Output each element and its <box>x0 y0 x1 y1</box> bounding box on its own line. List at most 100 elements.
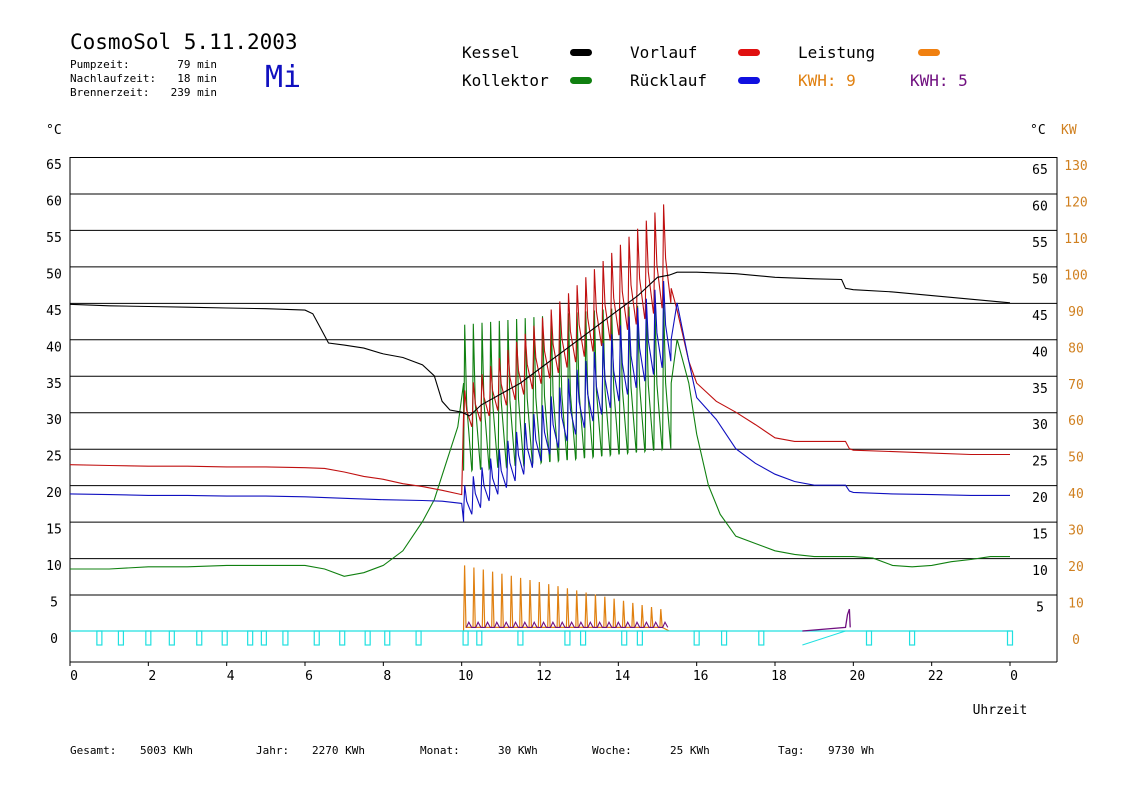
pump-pulse <box>758 630 765 646</box>
pump-pulse <box>579 630 587 646</box>
pump-pulse <box>693 630 700 646</box>
y-tick-left: 50 <box>46 267 62 282</box>
y-tick-right-temp: 65 <box>1032 163 1048 178</box>
pump-pulse <box>339 630 346 646</box>
x-tick-label: 10 <box>458 669 474 684</box>
y-tick-right-power: 90 <box>1068 305 1084 320</box>
y-tick-left: 40 <box>46 340 62 355</box>
weekday-label: Mi <box>265 60 302 95</box>
pump-pulse <box>415 630 422 646</box>
footer-gesamt-label: Gesamt: <box>70 744 117 757</box>
pump-pulse <box>196 630 203 646</box>
pump-pulse <box>313 630 320 646</box>
y-label-right-temp: °C <box>1030 123 1046 138</box>
x-tick-label: 22 <box>928 669 944 684</box>
y-label-right-power: KW <box>1061 123 1077 138</box>
pump-pulse <box>517 630 524 646</box>
stat-nachlaufzeit: Nachlaufzeit: 18 min <box>70 72 217 85</box>
y-tick-right-power: 100 <box>1064 268 1087 283</box>
pump-pulse <box>117 630 125 646</box>
y-tick-right-temp: 10 <box>1032 564 1048 579</box>
pump-pulse <box>221 630 228 646</box>
x-tick-label: 20 <box>850 669 866 684</box>
y-tick-right-temp: 5 <box>1036 601 1044 616</box>
y-tick-right-temp: 20 <box>1032 491 1048 506</box>
y-tick-left: 5 <box>50 596 58 611</box>
y-tick-right-power: 60 <box>1068 414 1084 429</box>
pump-pulse <box>282 630 289 646</box>
series-kollektor-line <box>70 302 1010 577</box>
x-tick-label: 0 <box>1010 669 1018 684</box>
footer-jahr-value: 2270 KWh <box>312 744 365 757</box>
pump-pulse <box>476 630 483 646</box>
y-tick-right-power: 120 <box>1064 195 1087 210</box>
legend-kessel-swatch <box>570 49 592 56</box>
pump-pulse <box>96 630 103 646</box>
y-tick-right-power: 30 <box>1068 524 1084 539</box>
legend-vorlauf-label: Vorlauf <box>630 43 698 62</box>
footer-tag-value: 9730 Wh <box>828 744 875 757</box>
legend-kwh-purple: KWH: 5 <box>910 71 968 90</box>
footer-jahr-label: Jahr: <box>256 744 290 757</box>
pump-pulse <box>384 630 391 646</box>
y-tick-left: 25 <box>46 450 62 465</box>
footer-gesamt-value: 5003 KWh <box>140 744 193 757</box>
x-tick-label: 4 <box>227 669 235 684</box>
legend-leistung-swatch <box>918 49 940 56</box>
y-tick-right-temp: 35 <box>1032 382 1048 397</box>
y-tick-right-temp: 45 <box>1032 309 1048 324</box>
series-kwh2-ripple <box>465 620 669 628</box>
y-tick-right-power: 40 <box>1068 487 1084 502</box>
y-tick-right-temp: 40 <box>1032 345 1048 360</box>
x-tick-label: 2 <box>148 669 156 684</box>
y-tick-left: 35 <box>46 377 62 392</box>
stat-pumpzeit: Pumpzeit: 79 min <box>70 58 217 71</box>
y-tick-left: 15 <box>46 523 62 538</box>
x-tick-label: 18 <box>771 669 787 684</box>
legend-kollektor-swatch <box>570 77 592 84</box>
legend-kollektor-label: Kollektor <box>462 71 549 90</box>
x-tick-label: 0 <box>70 669 78 684</box>
pump-pulse <box>908 630 916 646</box>
pump-pulse <box>462 630 469 646</box>
y-tick-right-power: 20 <box>1068 560 1084 575</box>
legend-kwh-orange: KWH: 9 <box>798 71 856 90</box>
y-tick-right-temp: 15 <box>1032 528 1048 543</box>
pump-pulse <box>168 630 175 646</box>
x-axis-label: Uhrzeit <box>973 703 1028 718</box>
y-tick-left: 55 <box>46 231 62 246</box>
legend-leistung-label: Leistung <box>798 43 876 62</box>
pump-pulse <box>1006 630 1014 646</box>
pump-pulse <box>260 630 267 646</box>
footer-woche-label: Woche: <box>592 744 632 757</box>
y-tick-right-temp: 30 <box>1032 418 1048 433</box>
x-tick-label: 14 <box>615 669 631 684</box>
x-tick-label: 6 <box>305 669 313 684</box>
y-label-left: °C <box>46 123 62 138</box>
y-tick-right-power: 10 <box>1068 597 1084 612</box>
series-leistung-line <box>463 565 670 632</box>
legend-vorlauf-swatch <box>738 49 760 56</box>
x-tick-label: 16 <box>693 669 709 684</box>
pump-ramp <box>802 630 846 646</box>
pump-pulse <box>564 630 571 646</box>
y-tick-right-temp: 55 <box>1032 236 1048 251</box>
series-kessel-line <box>69 271 1011 417</box>
legend-ruecklauf-label: Rücklauf <box>630 71 708 90</box>
y-tick-left: 10 <box>46 559 62 574</box>
x-tick-label: 12 <box>536 669 552 684</box>
footer-monat-label: Monat: <box>420 744 460 757</box>
pump-pulse <box>636 630 643 646</box>
y-tick-left: 65 <box>46 158 62 173</box>
y-tick-left: 20 <box>46 486 62 501</box>
footer-woche-value: 25 KWh <box>670 744 710 757</box>
y-tick-right-power: 110 <box>1064 232 1087 247</box>
y-tick-right-temp: 25 <box>1032 455 1048 470</box>
series-kwh5-line <box>802 608 851 632</box>
pump-pulse <box>621 630 628 646</box>
pump-pulse <box>720 630 728 646</box>
y-tick-right-power: 80 <box>1068 341 1084 356</box>
footer-monat-value: 30 KWh <box>498 744 538 757</box>
y-tick-left: 30 <box>46 413 62 428</box>
